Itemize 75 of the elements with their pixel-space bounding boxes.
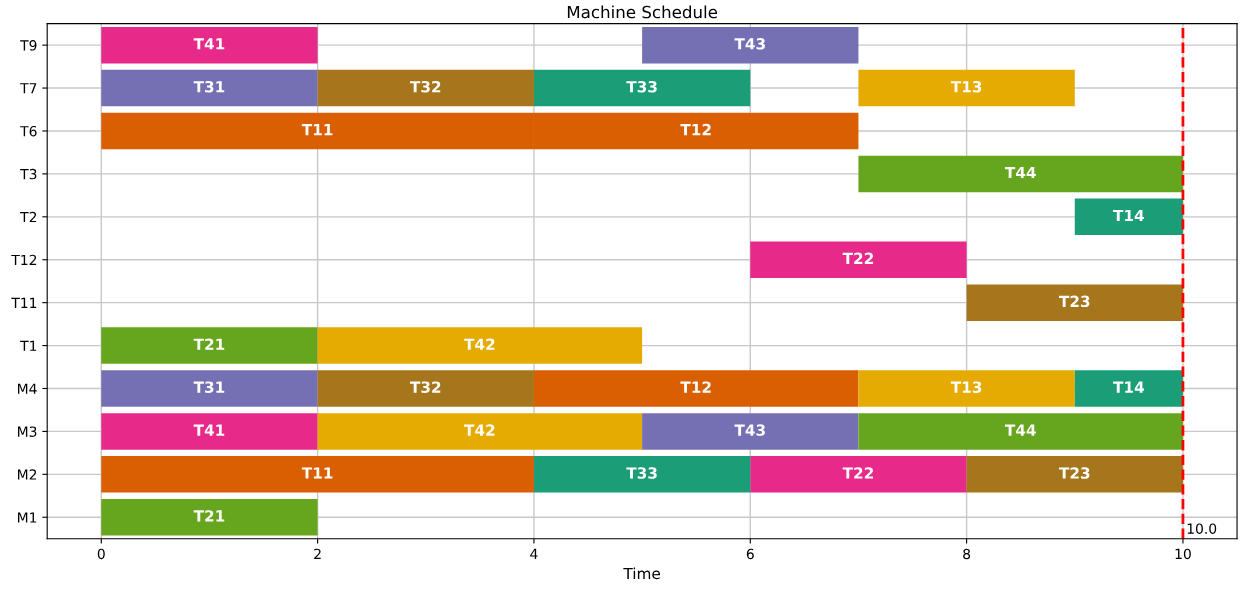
text: T23 [1059,467,1090,479]
bar [966,284,1183,321]
bar [1074,370,1183,407]
bar [101,69,318,107]
bar [101,370,318,407]
bar [533,456,751,493]
bar [101,499,318,536]
bar [966,456,1183,493]
series-label: T23 [1059,295,1090,308]
bar [858,155,1183,193]
series-label: T32 [410,80,441,93]
series-label: T44 [1004,166,1036,179]
y-tick-label: T1 [20,340,37,351]
y-tick-label: T6 [20,125,37,137]
series-label: T21 [193,338,225,350]
y-tick-label: T2 [20,211,37,223]
series-label: T14 [1113,209,1144,222]
series-label: T42 [464,338,495,350]
bar [750,241,967,278]
bar [533,69,751,107]
series-label: T33 [626,80,657,93]
y-tick-label: T3 [20,168,37,180]
y-tick-label: M4 [18,383,37,394]
bar [858,370,1075,407]
text: T32 [410,381,441,393]
bar [101,327,318,364]
series-label: T13 [950,80,982,93]
series-label: T31 [193,80,225,93]
y-tick-label: T11 [11,297,37,308]
x-tick-label: 6 [746,548,754,560]
x-axis-title: Time [623,567,660,580]
bar [750,456,967,493]
bar [317,413,643,450]
chart-title: Machine Schedule [567,5,718,19]
y-tick-label: M1 [18,512,37,523]
bar [858,69,1075,107]
series-label: T41 [193,424,225,436]
bar [317,327,643,364]
bar [533,370,859,407]
y-tick-label: M3 [18,426,37,437]
text: T12 [680,381,711,393]
series-label: T22 [842,252,873,264]
bar [858,413,1183,450]
text: T22 [842,467,873,479]
series-label: T11 [301,467,333,479]
series-label: T43 [734,38,765,50]
y-tick-label: T12 [11,254,37,266]
bar [317,69,534,107]
text: T14 [1113,381,1144,393]
bar [101,26,318,64]
ref-line-label: 10.0 [1187,523,1217,534]
y-tick-label: M2 [18,469,37,480]
bar [642,413,859,450]
bar [642,26,859,64]
y-tick-label: T7 [20,83,37,94]
bar [101,413,318,450]
x-tick-label: 8 [963,548,971,560]
x-tick-label: 0 [97,548,105,560]
x-tick-label: 10 [1175,548,1191,560]
text: T33 [626,467,657,479]
text: T11 [301,124,333,136]
text: T42 [464,424,495,436]
bar [101,456,534,493]
bar [317,370,534,407]
text: T41 [193,38,225,50]
x-tick-label: 4 [530,548,538,559]
x-tick-label: 2 [314,548,321,559]
text: T31 [193,381,225,393]
text: T21 [193,510,225,522]
text: T13 [950,381,982,393]
text: T44 [1004,424,1036,436]
text: T43 [734,424,765,436]
bar [1074,198,1183,236]
y-tick-label: T9 [20,40,37,51]
series-label: T12 [680,123,711,136]
